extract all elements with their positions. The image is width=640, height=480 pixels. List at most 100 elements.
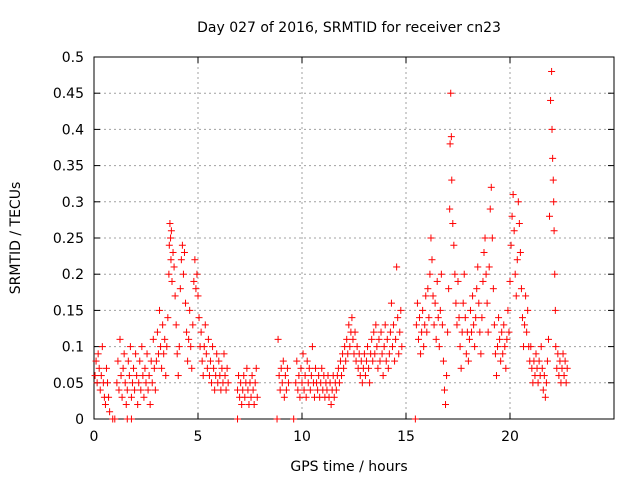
data-point <box>159 321 167 329</box>
data-point <box>457 364 465 372</box>
data-point <box>379 372 387 380</box>
data-point <box>509 191 517 199</box>
data-point <box>507 241 515 249</box>
data-point <box>191 256 199 264</box>
data-point <box>518 314 526 322</box>
data-point <box>184 357 192 365</box>
data-point <box>439 357 447 365</box>
data-point <box>461 314 469 322</box>
data-point <box>338 372 346 380</box>
data-point <box>183 328 191 336</box>
data-point <box>470 321 478 329</box>
data-point <box>475 299 483 307</box>
data-point <box>455 314 463 322</box>
data-point <box>436 306 444 314</box>
data-point <box>438 321 446 329</box>
data-point <box>203 364 211 372</box>
data-point <box>301 372 309 380</box>
x-tick-label: 20 <box>501 429 519 445</box>
data-point <box>119 364 127 372</box>
data-point <box>366 379 374 387</box>
data-point <box>152 357 160 365</box>
data-point <box>113 379 121 387</box>
data-point <box>308 343 316 351</box>
data-point <box>202 350 210 358</box>
data-point <box>390 321 398 329</box>
data-point <box>178 241 186 249</box>
data-point <box>388 343 396 351</box>
data-point <box>397 306 405 314</box>
data-point <box>111 415 119 423</box>
data-point <box>417 350 425 358</box>
data-point <box>413 299 421 307</box>
data-point <box>335 379 343 387</box>
data-point <box>162 372 170 380</box>
data-point <box>137 386 145 394</box>
data-point <box>421 321 429 329</box>
data-point <box>489 285 497 293</box>
data-point <box>302 393 310 401</box>
data-point <box>224 379 232 387</box>
data-point <box>234 415 242 423</box>
data-point <box>273 415 281 423</box>
data-point <box>197 328 205 336</box>
data-point <box>478 314 486 322</box>
data-point <box>393 263 401 271</box>
data-point <box>382 357 390 365</box>
data-point <box>97 372 105 380</box>
data-point <box>424 285 432 293</box>
data-point <box>188 364 196 372</box>
data-point <box>215 357 223 365</box>
data-point <box>548 125 556 133</box>
data-point <box>248 372 256 380</box>
data-point <box>340 364 348 372</box>
data-point <box>492 372 500 380</box>
data-point <box>205 372 213 380</box>
data-point <box>296 393 304 401</box>
data-point <box>477 350 485 358</box>
data-point <box>541 393 549 401</box>
data-point <box>443 372 451 380</box>
data-point <box>506 277 514 285</box>
y-tick-label: 0.1 <box>62 340 84 356</box>
data-point <box>93 379 101 387</box>
data-point <box>383 335 391 343</box>
data-point <box>149 335 157 343</box>
data-point <box>453 321 461 329</box>
data-point <box>501 343 509 351</box>
data-point <box>284 379 292 387</box>
data-point <box>318 364 326 372</box>
data-point <box>373 343 381 351</box>
data-point <box>538 364 546 372</box>
data-point <box>502 364 510 372</box>
data-point <box>139 372 147 380</box>
data-point <box>252 364 260 372</box>
x-tick-labels: 0 5 10 15 20 <box>90 429 519 445</box>
data-point <box>473 285 481 293</box>
data-point <box>104 379 112 387</box>
data-point <box>327 401 335 409</box>
data-point <box>537 343 545 351</box>
data-point <box>456 343 464 351</box>
data-point <box>563 364 571 372</box>
data-point <box>462 350 470 358</box>
data-point <box>165 241 173 249</box>
data-point <box>512 292 520 300</box>
data-point <box>297 364 305 372</box>
data-point <box>161 335 169 343</box>
data-point <box>392 335 400 343</box>
data-point <box>481 234 489 242</box>
data-point <box>396 328 404 336</box>
data-point <box>446 140 454 148</box>
data-point <box>171 292 179 300</box>
data-point <box>106 408 114 416</box>
data-point <box>427 234 435 242</box>
data-point <box>508 212 516 220</box>
data-point <box>447 133 455 141</box>
data-point <box>167 227 175 235</box>
data-point <box>208 379 216 387</box>
data-point <box>494 343 502 351</box>
data-point <box>198 357 206 365</box>
data-point <box>128 379 136 387</box>
data-point <box>517 285 525 293</box>
